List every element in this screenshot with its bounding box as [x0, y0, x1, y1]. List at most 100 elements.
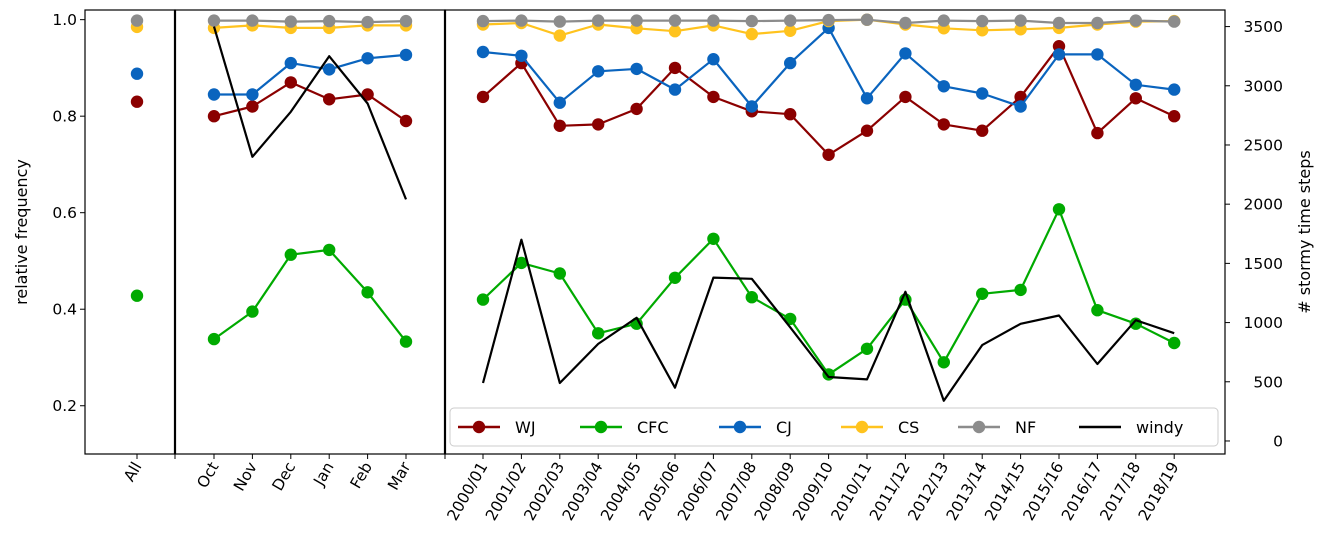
y-right-tick-label: 3500 [1244, 18, 1283, 36]
y-right-tick-label: 2000 [1244, 196, 1283, 214]
legend-label: CS [898, 418, 919, 437]
data-point-cj [937, 80, 950, 93]
y-right-tick-label: 3000 [1244, 77, 1283, 95]
data-point-nf [476, 14, 490, 28]
data-point-cfc [860, 342, 874, 355]
data-point-cj [860, 92, 874, 105]
data-point-nf [668, 14, 682, 27]
data-point-cj [399, 48, 413, 62]
series-line-windy [481, 238, 1175, 402]
x-tick-label: Nov [230, 459, 261, 494]
data-point-cj [1168, 83, 1181, 96]
y-left-tick-label: 0.4 [52, 301, 77, 319]
series-cfc [130, 203, 1181, 381]
legend-entry-cfc: CFC [580, 418, 669, 437]
y-right-tick-label: 500 [1253, 373, 1283, 391]
data-point-wj [1091, 126, 1104, 140]
y-right-tick-label: 1000 [1244, 314, 1283, 332]
data-point-nf [630, 14, 643, 27]
legend-label: CFC [637, 418, 669, 437]
data-point-cfc [130, 289, 144, 302]
series-line-cj [482, 26, 1175, 108]
y-left-tick-label: 0.2 [52, 397, 77, 415]
data-point-cfc [515, 256, 528, 270]
legend-entry-windy: windy [1079, 418, 1183, 437]
legend-entry-cj: CJ [719, 418, 792, 437]
data-point-wj [630, 102, 643, 116]
data-point-cj [207, 88, 221, 101]
data-point-cj [1091, 48, 1104, 61]
series-line-cfc [482, 208, 1175, 376]
data-point-wj [937, 118, 950, 131]
data-point-cj [361, 52, 374, 65]
legend-label: WJ [515, 418, 536, 437]
legend-marker [855, 420, 869, 434]
data-point-nf [323, 14, 336, 28]
legend-label: windy [1136, 418, 1183, 437]
data-point-wj [1168, 110, 1181, 123]
series-wj [130, 40, 1181, 161]
axes-layer: 0.2 0.4 0.6 0.8 1.0 0 500 1000 1500 2000 2500 3000 3… [52, 11, 1283, 524]
data-point-wj [130, 95, 144, 108]
data-point-cfc [976, 287, 989, 300]
data-point-nf [784, 14, 797, 27]
data-point-nf [592, 14, 605, 27]
data-point-wj [284, 76, 297, 89]
data-point-wj [707, 90, 720, 104]
data-point-wj [592, 118, 605, 131]
data-point-wj [784, 108, 797, 121]
y-left-tick-label: 0.8 [52, 108, 77, 126]
x-tick-label: Jan [310, 459, 338, 490]
data-point-nf [937, 14, 950, 27]
data-point-cfc [361, 286, 374, 299]
data-point-cs [745, 27, 758, 41]
data-point-wj [1129, 92, 1143, 105]
data-point-cfc [592, 327, 605, 340]
data-point-cj [668, 83, 682, 96]
x-tick-label: All [120, 459, 145, 485]
data-point-cfc [1091, 304, 1104, 317]
data-point-cj [592, 65, 605, 78]
data-point-cfc [937, 356, 950, 369]
data-point-cj [707, 53, 720, 66]
data-point-cj [284, 56, 297, 70]
legend-box [449, 407, 1219, 447]
data-point-wj [207, 110, 221, 123]
x-tick-label: Mar [384, 458, 415, 493]
data-point-cj [784, 56, 797, 70]
plot-panel-3 [444, 9, 1226, 455]
data-point-cs [668, 25, 682, 38]
data-point-cj [323, 63, 336, 76]
data-point-cs [1014, 23, 1027, 36]
data-point-cfc [476, 293, 490, 306]
data-point-cs [976, 24, 989, 37]
data-point-nf [553, 15, 566, 28]
x-tick-label: Dec [269, 459, 300, 494]
y-left-tick-label: 1.0 [52, 11, 77, 29]
data-point-nf [860, 13, 874, 26]
data-point-nf [130, 14, 144, 27]
data-point-wj [899, 90, 912, 104]
data-point-cj [1014, 100, 1027, 113]
series-layer [130, 13, 1181, 402]
series-line-nf [214, 19, 407, 24]
data-point-cfc [1052, 203, 1066, 216]
y-right-tick-label: 2500 [1244, 136, 1283, 154]
data-point-cj [246, 88, 259, 101]
series-line-wj [213, 81, 407, 122]
data-point-cj [745, 100, 758, 113]
x-tick-label: Feb [347, 459, 376, 492]
data-point-wj [476, 90, 490, 104]
series-line-wj [482, 45, 1175, 156]
data-point-nf [707, 14, 720, 27]
legend-label: NF [1015, 418, 1036, 437]
data-point-cfc [745, 291, 758, 304]
legend-entry-wj: WJ [458, 418, 536, 437]
data-point-nf [976, 14, 989, 28]
series-line-cj [214, 53, 407, 96]
series-line-windy [212, 26, 408, 200]
data-point-wj [976, 124, 989, 137]
y-left-tick-label: 0.6 [52, 204, 77, 222]
data-point-cj [1052, 48, 1066, 61]
